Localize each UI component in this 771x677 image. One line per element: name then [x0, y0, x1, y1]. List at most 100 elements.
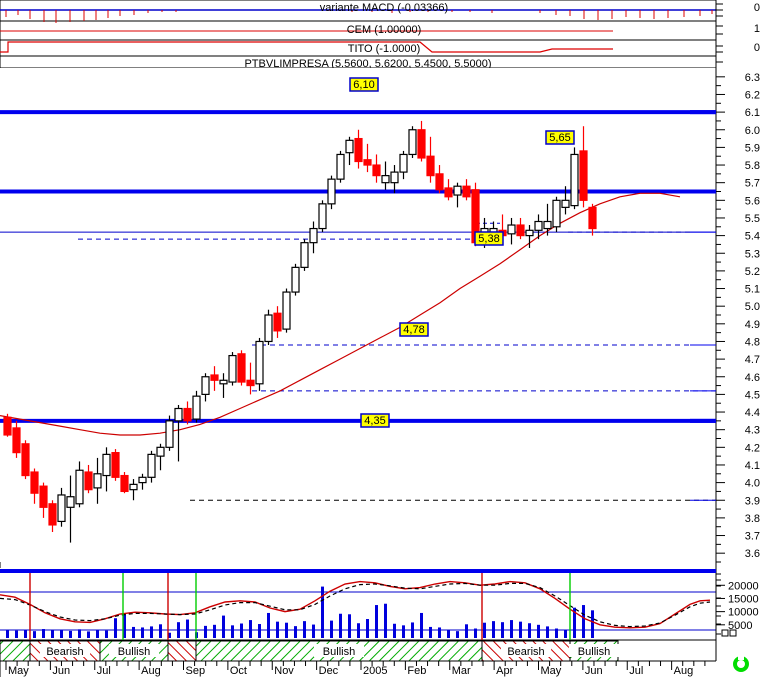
candle-body[interactable]	[372, 164, 381, 177]
volume-bar	[528, 623, 531, 638]
candle-body[interactable]	[336, 153, 345, 180]
sentiment-label-bg	[39, 644, 91, 657]
candle-body[interactable]	[48, 503, 57, 526]
candle-body[interactable]	[327, 178, 336, 205]
candle-body[interactable]	[291, 266, 300, 293]
candle-body[interactable]	[399, 153, 408, 173]
candle-body[interactable]	[183, 407, 192, 422]
sentiment-band-bearish[interactable]	[167, 640, 197, 662]
volume-bar	[357, 623, 360, 638]
candle-body[interactable]	[561, 199, 570, 208]
candle-body[interactable]	[525, 229, 534, 237]
price-tag-610[interactable]	[349, 77, 379, 92]
candle-body[interactable]	[174, 407, 183, 422]
volume-bar	[186, 619, 189, 638]
candle-body[interactable]	[219, 379, 228, 385]
volume-bar	[582, 605, 585, 638]
candle-body[interactable]	[363, 159, 372, 166]
sentiment-label-bg	[313, 644, 365, 657]
volume-bar	[447, 630, 450, 638]
sentiment-band-strip[interactable]: Bearish Bullish Bullish Bearish Bullish	[0, 640, 620, 662]
candlesticks[interactable]	[3, 120, 597, 543]
y-axis-label: 4.0	[745, 478, 760, 490]
candle-body[interactable]	[381, 175, 390, 184]
candle-body[interactable]	[39, 485, 48, 508]
candle-body[interactable]	[552, 199, 561, 228]
volume-bar	[573, 607, 576, 638]
candle-body[interactable]	[309, 227, 318, 244]
price-tag-435[interactable]	[360, 413, 390, 428]
candle-body[interactable]	[138, 476, 147, 484]
candle-body[interactable]	[246, 379, 255, 387]
candle-body[interactable]	[390, 171, 399, 184]
candle-body[interactable]	[534, 220, 543, 231]
oscillator-signal-line	[0, 582, 711, 628]
x-axis-label: Feb	[407, 665, 426, 677]
price-tags[interactable]: 6,10 5,65 5,38 4,78 4,35	[349, 77, 575, 428]
candle-body[interactable]	[453, 185, 462, 196]
candle-body[interactable]	[318, 203, 327, 230]
candle-body[interactable]	[282, 291, 291, 330]
candle-body[interactable]	[3, 416, 12, 436]
x-axis-label: Nov	[274, 665, 294, 677]
candle-body[interactable]	[237, 353, 246, 383]
candle-body[interactable]	[588, 206, 597, 230]
x-axis-label: Oct	[230, 665, 247, 677]
candle-body[interactable]	[129, 483, 138, 491]
candle-body[interactable]	[408, 129, 417, 156]
candle-body[interactable]	[66, 496, 75, 508]
volume-bar	[339, 613, 342, 638]
candle-body[interactable]	[30, 471, 39, 494]
volume-legend-box	[721, 629, 729, 637]
volume-bar	[312, 624, 315, 638]
candle-body[interactable]	[21, 443, 30, 477]
candle-body[interactable]	[426, 155, 435, 177]
candle-body[interactable]	[120, 474, 129, 493]
candle-body[interactable]	[111, 452, 120, 478]
y-axis-label: 5.9	[745, 142, 760, 154]
candle-body[interactable]	[75, 469, 84, 505]
candle-body[interactable]	[570, 153, 579, 207]
candle-body[interactable]	[147, 453, 156, 478]
candle-body[interactable]	[579, 150, 588, 201]
candle-body[interactable]	[354, 137, 363, 163]
candle-body[interactable]	[435, 173, 444, 191]
refresh-icon-group[interactable]	[733, 655, 749, 672]
candle-body[interactable]	[462, 185, 471, 198]
volume-bar	[402, 625, 405, 638]
candle-body[interactable]	[417, 129, 426, 159]
price-tag-478[interactable]	[399, 322, 429, 337]
candle-body[interactable]	[543, 220, 552, 230]
price-tag-565[interactable]	[545, 130, 575, 145]
y-axis-label: 4.9	[745, 319, 760, 331]
candle-body[interactable]	[57, 494, 66, 523]
price-tag-538[interactable]	[474, 231, 504, 246]
candle-body[interactable]	[273, 312, 282, 332]
candle-body[interactable]	[255, 340, 264, 385]
candle-body[interactable]	[12, 427, 21, 454]
candle-body[interactable]	[84, 471, 93, 491]
volume-indicator-panel[interactable]	[0, 568, 716, 641]
y-axis-label: 4.7	[745, 354, 760, 366]
candle-body[interactable]	[192, 395, 201, 420]
x-axis-label: Apr	[496, 665, 513, 677]
candle-body[interactable]	[102, 453, 111, 477]
candle-body[interactable]	[345, 139, 354, 154]
candle-body[interactable]	[201, 376, 210, 395]
volume-bar	[465, 624, 468, 638]
candle-body[interactable]	[210, 374, 219, 381]
candle-body[interactable]	[507, 224, 516, 235]
candle-body[interactable]	[300, 242, 309, 268]
candle-body[interactable]	[516, 224, 525, 237]
candle-body[interactable]	[228, 354, 237, 383]
candle-body[interactable]	[264, 314, 273, 343]
candle-body[interactable]	[156, 446, 165, 457]
candle-body[interactable]	[165, 420, 174, 448]
candle-body[interactable]	[93, 473, 102, 489]
sentiment-band-bullish[interactable]	[0, 640, 31, 662]
volume-bar	[492, 621, 495, 638]
price-tag-label: 5,65	[549, 132, 570, 144]
volume-bar	[519, 621, 522, 638]
candle-body[interactable]	[444, 187, 453, 198]
